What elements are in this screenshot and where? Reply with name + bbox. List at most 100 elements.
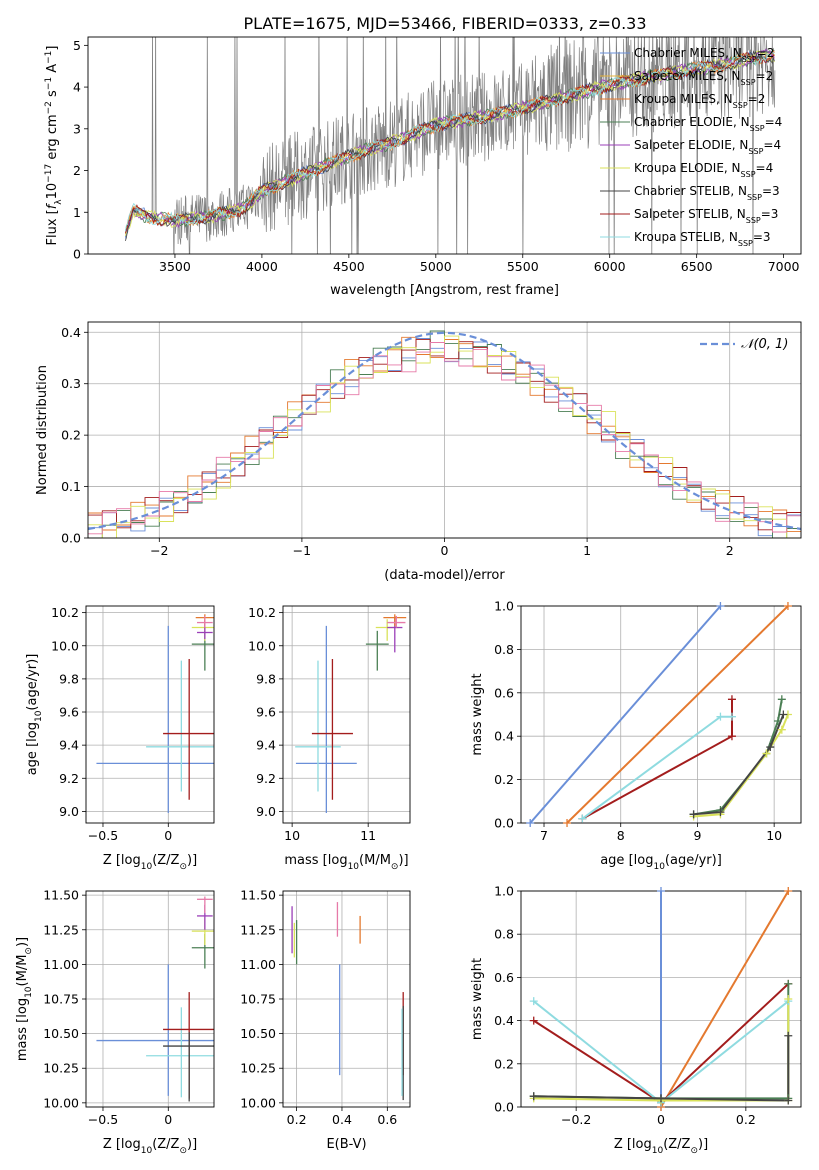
plot-area bbox=[96, 896, 214, 1102]
label-part: (age/yr)] bbox=[25, 654, 40, 711]
label-part: −1 bbox=[44, 77, 54, 90]
axes-frame bbox=[282, 605, 411, 824]
weight-marker bbox=[784, 1031, 793, 1040]
label-part: )] bbox=[187, 1137, 197, 1152]
weight-marker bbox=[783, 602, 792, 610]
weight-marker bbox=[779, 710, 788, 719]
label-part: (M/M bbox=[15, 955, 30, 987]
histogram-series bbox=[88, 342, 801, 535]
x-tick-label: 1 bbox=[583, 543, 591, 558]
legend-sub: SSP bbox=[748, 147, 763, 156]
x-tick-label: −1 bbox=[293, 543, 311, 558]
weight-marker bbox=[766, 743, 775, 752]
y-tick-label: 1.0 bbox=[494, 884, 514, 899]
legend-entry: Chabrier ELODIE, NSSP=4 bbox=[634, 115, 782, 133]
weight-marker bbox=[727, 732, 736, 741]
weight-marker bbox=[777, 695, 786, 704]
x-tick-label: −2 bbox=[150, 543, 168, 558]
label-part: s bbox=[45, 90, 60, 101]
y-tick-label: 10.50 bbox=[240, 1026, 276, 1041]
y-tick-label: 9.8 bbox=[59, 671, 79, 686]
x-axis-label: wavelength [Angstrom, rest frame] bbox=[330, 283, 559, 298]
label-part: ⊙ bbox=[179, 862, 187, 872]
y-tick-label: 0.2 bbox=[494, 772, 514, 787]
label-part: 10 bbox=[653, 862, 665, 872]
label-part: 10 bbox=[141, 862, 153, 872]
plot-area bbox=[295, 614, 407, 814]
label-part: age [log bbox=[25, 722, 40, 775]
y-tick-label: 0.0 bbox=[494, 816, 514, 831]
label-part: )] bbox=[398, 853, 408, 868]
weight-line bbox=[566, 606, 789, 823]
legend-text: Salpeter ELODIE, N bbox=[634, 138, 748, 152]
legend-tail: =2 bbox=[757, 46, 775, 60]
y-tick-label: 10.75 bbox=[240, 992, 276, 1007]
y-tick-label: 10.0 bbox=[51, 638, 79, 653]
figure-title: PLATE=1675, MJD=53466, FIBERID=0333, z=0… bbox=[243, 14, 646, 33]
legend-text: Chabrier MILES, N bbox=[634, 46, 742, 60]
weight-marker bbox=[578, 814, 587, 823]
legend-tail: =3 bbox=[762, 184, 780, 198]
legend-tail: =3 bbox=[753, 230, 771, 244]
legend-text: Kroupa MILES, N bbox=[634, 92, 733, 106]
weight-marker bbox=[529, 997, 538, 1006]
label-part: −17 bbox=[44, 164, 54, 183]
y-tick-label: 10.50 bbox=[43, 1026, 79, 1041]
legend-sub: SSP bbox=[741, 78, 756, 87]
legend-sub: SSP bbox=[747, 193, 762, 202]
y-tick-label: 1 bbox=[73, 205, 81, 220]
label-part: A bbox=[45, 64, 60, 77]
axes-frame bbox=[87, 36, 802, 255]
label-part: mass [log bbox=[284, 853, 347, 868]
x-tick-label: 0.6 bbox=[377, 1112, 397, 1127]
normal-curve bbox=[88, 331, 801, 531]
x-tick-label: 11 bbox=[360, 828, 376, 843]
weight-marker bbox=[689, 810, 698, 819]
y-tick-label: 9.0 bbox=[256, 804, 276, 819]
weight-marker bbox=[716, 808, 725, 817]
legend-sub: SSP bbox=[746, 216, 761, 225]
label-part: ⊙ bbox=[179, 1146, 187, 1156]
y-tick-label: 0.4 bbox=[494, 1013, 514, 1028]
y-tick-label: 0.8 bbox=[494, 927, 514, 942]
legend-tail: =4 bbox=[765, 115, 783, 129]
x-tick-label: 10 bbox=[766, 828, 782, 843]
legend-entry: Chabrier MILES, NSSP=2 bbox=[634, 46, 774, 64]
y-tick-label: 5 bbox=[73, 38, 81, 53]
label-part: (Z/Z bbox=[152, 1137, 179, 1152]
y-tick-label: 10.0 bbox=[248, 638, 276, 653]
mass_vs_EBV-panel: 0.2 0.4 0.6 10.00 10.25 10.50 10.75 11.00 11.25 1… bbox=[240, 888, 411, 1152]
legend-text: Chabrier STELIB, N bbox=[634, 184, 747, 198]
label-part: Flux [ bbox=[45, 209, 60, 245]
label-part: λ bbox=[54, 199, 64, 205]
legend-tail: =2 bbox=[756, 69, 774, 83]
x-tick-label: 9 bbox=[693, 828, 701, 843]
y-axis-label: Flux [fλ10−17 erg cm−2 s−1 A−1] bbox=[44, 46, 64, 246]
legend-entry: Chabrier STELIB, NSSP=3 bbox=[634, 184, 780, 202]
y-tick-label: 9.6 bbox=[59, 705, 79, 720]
legend-sub: SSP bbox=[738, 239, 753, 248]
weight-line bbox=[660, 891, 790, 1107]
weight-marker bbox=[773, 717, 782, 726]
weight-marker bbox=[727, 712, 736, 721]
y-tick-label: 0.2 bbox=[61, 428, 81, 443]
age_vs_Z-panel: −0.5 09.09.29.49.69.810.010.2Z [log10(Z/Z… bbox=[25, 605, 215, 872]
plot-area bbox=[96, 614, 214, 814]
x-axis-label: Z [log10(Z/Z⊙)] bbox=[103, 1137, 197, 1156]
legend-text: Kroupa STELIB, N bbox=[634, 230, 738, 244]
y-tick-label: 10.2 bbox=[248, 605, 276, 620]
label-part: mass [log bbox=[15, 998, 30, 1061]
label-part: ⊙ bbox=[24, 947, 34, 955]
y-tick-label: 11.25 bbox=[43, 922, 79, 937]
y-tick-label: 9.2 bbox=[59, 771, 79, 786]
axes-frame bbox=[520, 605, 802, 824]
x-tick-label: −0.5 bbox=[88, 1112, 118, 1127]
y-tick-label: 9.4 bbox=[59, 738, 79, 753]
weight-marker bbox=[762, 749, 771, 758]
label-part: 10 bbox=[45, 183, 60, 200]
y-tick-label: 1.0 bbox=[494, 599, 514, 614]
label-part: Z [log bbox=[103, 853, 141, 868]
plot-area bbox=[88, 330, 801, 538]
